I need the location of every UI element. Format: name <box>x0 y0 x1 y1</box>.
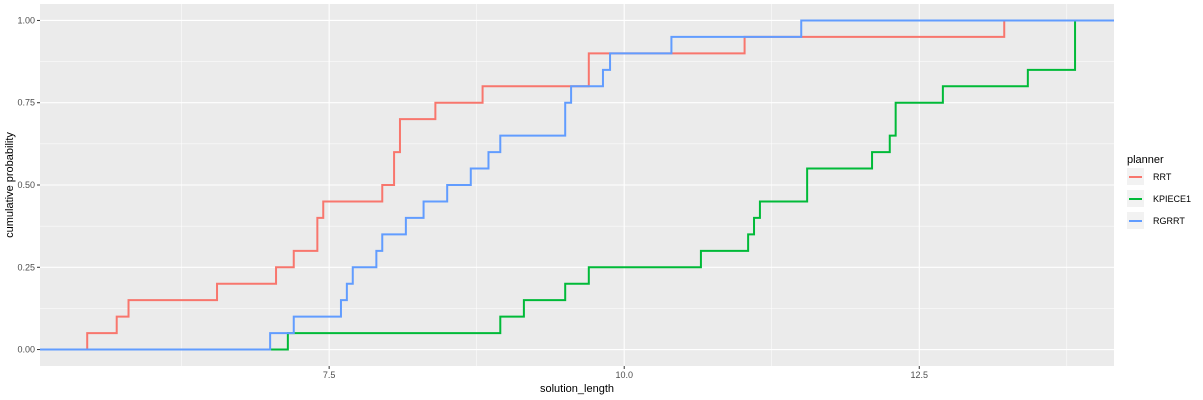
x-axis-title: solution_length <box>540 383 614 395</box>
y-axis-title: cumulative probability <box>4 132 16 238</box>
y-tick-label: 0.50 <box>17 180 35 190</box>
x-tick-label: 10.0 <box>615 370 633 380</box>
x-tick-label: 7.5 <box>323 370 336 380</box>
series-line-kpiece1 <box>40 19 1114 351</box>
legend-title: planner <box>1127 154 1164 166</box>
y-tick-label: 1.00 <box>17 15 35 25</box>
legend: planner RRT KPIECE1 RGRRT <box>1127 154 1191 229</box>
y-tick-label: 0.75 <box>17 98 35 108</box>
series-line-rrt <box>40 19 1114 351</box>
y-tick-label: 0.25 <box>17 262 35 272</box>
legend-items: RRT KPIECE1 RGRRT <box>1127 168 1191 229</box>
series-lines <box>40 19 1114 351</box>
legend-label-rgrrt: RGRRT <box>1153 216 1185 226</box>
x-tick-label: 12.5 <box>910 370 928 380</box>
major-gridlines <box>40 4 1114 366</box>
axis-ticks: 7.5 10.0 12.5 0.00 0.25 0.50 0.75 1.00 <box>17 15 928 380</box>
legend-label-rrt: RRT <box>1153 172 1172 182</box>
series-line-rgrrt <box>40 19 1114 351</box>
legend-label-kpiece1: KPIECE1 <box>1153 194 1191 204</box>
y-tick-label: 0.00 <box>17 345 35 355</box>
